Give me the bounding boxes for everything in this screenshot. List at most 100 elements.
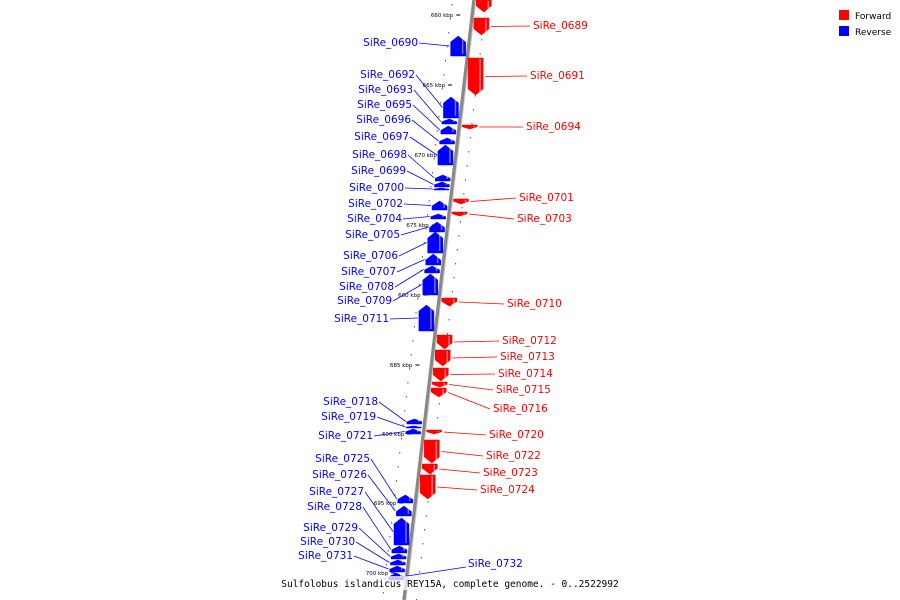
gene-arrow-sire-0705 — [429, 221, 445, 233]
leader-line-sire-0732 — [403, 566, 467, 577]
scale-dot — [455, 263, 457, 265]
gene-arrow-sire-0716 — [430, 387, 447, 398]
legend-forward-label: Forward — [855, 12, 891, 22]
scale-dot — [460, 221, 462, 223]
gene-arrow-sire-0690 — [450, 35, 466, 57]
gene-arrow-sire-0689 — [473, 17, 490, 36]
leader-line-sire-0716 — [448, 392, 491, 410]
leader-line-sire-0719 — [376, 416, 406, 428]
scale-tick-label: 670 kbp — [414, 153, 437, 159]
leader-line-sire-0708 — [394, 269, 424, 288]
gene-arrow-sire-0703 — [451, 211, 468, 217]
scale-dot — [464, 179, 466, 181]
gene-label-sire-0706: SiRe_0706 — [343, 250, 398, 262]
gene-label-sire-0698: SiRe_0698 — [352, 149, 407, 161]
leader-line-sire-0729 — [358, 527, 391, 557]
leader-line-sire-0689 — [490, 25, 531, 27]
scale-dot — [479, 53, 481, 55]
scale-dot — [413, 326, 415, 328]
leader-line-sire-0699 — [406, 170, 434, 185]
gene-label-sire-0692: SiRe_0692 — [360, 69, 415, 81]
leader-line-sire-0698 — [407, 154, 435, 179]
leader-line-sire-0690 — [418, 42, 450, 47]
scale-dot — [461, 207, 463, 209]
scale-dot — [463, 193, 465, 195]
scale-dot — [451, 291, 453, 293]
scale-dot — [420, 557, 422, 559]
scale-dot — [410, 354, 412, 356]
leader-line-sire-0706 — [398, 242, 427, 257]
leader-line-sire-0704 — [402, 216, 430, 220]
gene-arrow-sire-0718 — [406, 418, 423, 425]
legend-reverse-swatch — [839, 26, 849, 36]
scale-dot — [443, 74, 445, 76]
leader-line-sire-0711 — [389, 317, 418, 320]
gene-arrow-sire-0715 — [431, 381, 448, 388]
leader-line-sire-0720 — [443, 431, 487, 436]
gene-label-sire-0722: SiRe_0722 — [486, 450, 541, 462]
scale-dot — [445, 60, 446, 62]
leader-line-sire-0727 — [364, 491, 394, 532]
gene-arrow-sire-0724 — [419, 474, 436, 500]
scale-dot — [407, 382, 409, 384]
gene-label-sire-0716: SiRe_0716 — [493, 403, 548, 415]
gene-label-sire-0697: SiRe_0697 — [354, 131, 409, 143]
scale-dot — [446, 333, 448, 335]
leader-line-sire-0718 — [378, 401, 407, 422]
gene-arrow-sire-0725 — [397, 494, 414, 504]
scale-dot — [382, 592, 384, 594]
leader-line-sire-0697 — [409, 136, 438, 156]
scale-tick-label: 690 kbp — [382, 432, 405, 438]
gene-arrow-sire-0714 — [433, 367, 449, 382]
scale-tick-label: 660 kbp — [431, 13, 454, 19]
gene-arrow-sire-0709 — [422, 273, 439, 296]
gene-label-sire-0695: SiRe_0695 — [357, 99, 412, 111]
gene-arrow-sire-0700 — [433, 187, 450, 191]
leader-line-sire-0722 — [441, 451, 484, 457]
gene-arrow-sire-0720 — [426, 429, 442, 435]
scale-dot — [424, 529, 426, 531]
gene-label-sire-0704: SiRe_0704 — [347, 213, 402, 225]
legend-forward-swatch — [839, 10, 849, 20]
leader-line-sire-0725 — [370, 458, 398, 500]
scale-dot — [451, 4, 453, 6]
gene-label-sire-0725: SiRe_0725 — [315, 453, 370, 465]
gene-arrow-sire-0695 — [440, 125, 457, 135]
leader-line-sire-0700 — [404, 187, 433, 190]
scale-dot — [473, 109, 475, 111]
gene-label-sire-0690: SiRe_0690 — [363, 37, 418, 49]
leader-line-sire-0696 — [411, 119, 439, 142]
gene-arrow-sire-0723 — [422, 463, 438, 475]
scale-tick-label: 665 kbp — [423, 83, 446, 89]
gene-arrow-sire-0721 — [405, 428, 421, 435]
gene-arrow-sire-0708 — [424, 265, 440, 274]
map-caption: Sulfolobus islandicus REY15A, complete g… — [281, 579, 618, 590]
gene-label-sire-0724: SiRe_0724 — [480, 484, 535, 496]
gene-arrow-sire-0711 — [418, 304, 435, 332]
gene-arrow-sire-0691 — [467, 57, 484, 96]
leader-line-sire-0695 — [412, 104, 441, 131]
gene-arrow-sire-0702 — [431, 200, 448, 211]
scale-dot — [469, 137, 471, 139]
gene-label-sire-0727: SiRe_0727 — [309, 486, 364, 498]
scale-dot — [399, 452, 401, 454]
gene-label-sire-0726: SiRe_0726 — [312, 469, 367, 481]
scale-dot — [423, 242, 425, 244]
scale-dot — [412, 340, 414, 342]
gene-arrow-sire-0692 — [443, 96, 459, 119]
gene-arrow-sire-0707 — [425, 253, 441, 266]
scale-dot — [453, 277, 455, 279]
scale-dot — [397, 466, 399, 468]
leader-line-sire-0728 — [362, 506, 392, 550]
gene-arrow-unnamed — [476, 0, 492, 13]
scale-dot — [409, 368, 411, 370]
scale-dot — [448, 319, 450, 321]
scale-dot — [438, 403, 440, 405]
scale-dot — [391, 522, 393, 524]
gene-label-sire-0732: SiRe_0732 — [468, 558, 523, 570]
scale-dot — [449, 18, 451, 20]
scale-dot — [431, 172, 433, 174]
scale-dot — [430, 473, 432, 475]
gene-label-sire-0715: SiRe_0715 — [496, 384, 551, 396]
scale-dot — [435, 144, 437, 146]
